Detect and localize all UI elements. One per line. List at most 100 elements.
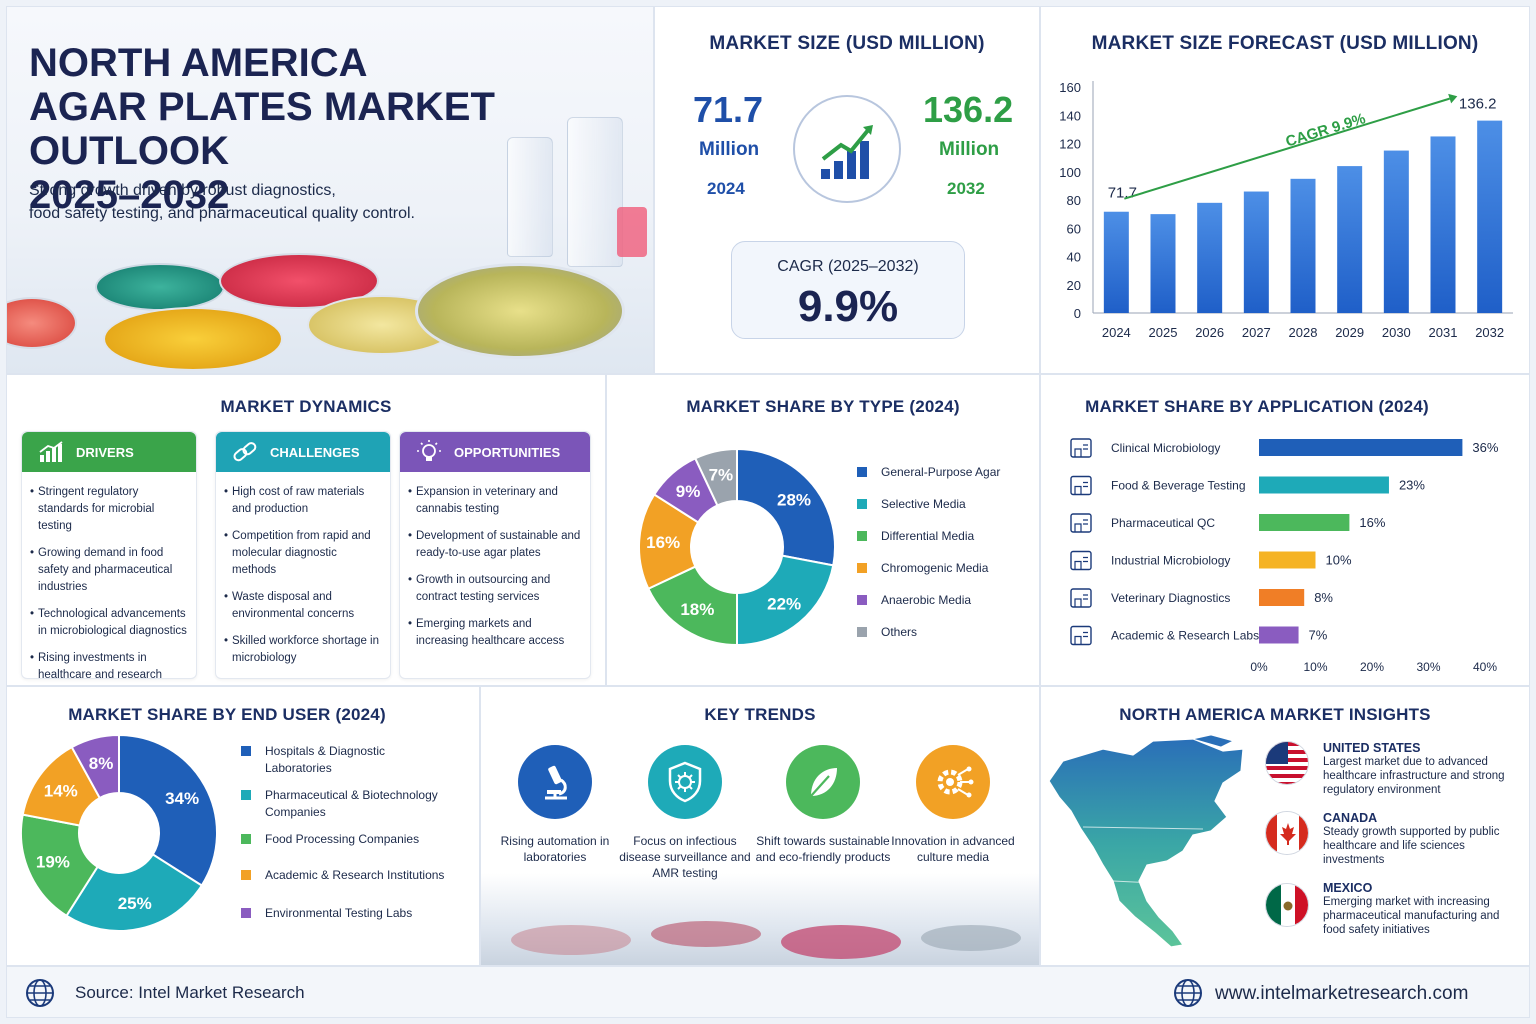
country-desc: Largest market due to advanced healthcar… xyxy=(1323,756,1505,796)
title-line: AGAR PLATES MARKET OUTLOOK xyxy=(29,85,495,173)
market-dynamics-panel: MARKET DYNAMICS DRIVERS Stringent regula… xyxy=(6,374,606,698)
key-trends-panel: KEY TRENDS Rising automation in laborato… xyxy=(480,686,1040,966)
application-bar xyxy=(1259,626,1299,644)
legend-label: Selective Media xyxy=(881,497,966,511)
legend-item: Food Processing Companies xyxy=(241,831,451,848)
list-item: Growth in outsourcing and contract testi… xyxy=(408,572,582,606)
slice-label: 34% xyxy=(165,789,199,808)
bar-value-label: 36% xyxy=(1472,440,1498,455)
y-tick-label: 20 xyxy=(1067,278,1081,293)
shield-virus-icon xyxy=(648,745,722,819)
list-item: Skilled workforce shortage in microbiolo… xyxy=(224,633,382,667)
x-tick-label: 2028 xyxy=(1289,325,1318,340)
bar-value-label: 16% xyxy=(1359,515,1385,530)
x-tick-label: 40% xyxy=(1473,660,1497,674)
list-item: High cost of raw materials and productio… xyxy=(224,484,382,518)
trend-item: Shift towards sustainable and eco-friend… xyxy=(753,745,893,865)
category-label: Veterinary Diagnostics xyxy=(1111,591,1230,605)
title-line: NORTH AMERICA xyxy=(29,41,368,85)
legend-item: Others xyxy=(857,625,917,639)
legend-item: Hospitals & Diagnostic Laboratories xyxy=(241,743,451,777)
cagr-arrow-head xyxy=(1448,93,1458,104)
paw-icon xyxy=(1070,588,1092,608)
donut-slice xyxy=(70,733,120,800)
dynamics-title: MARKET DYNAMICS xyxy=(220,397,392,416)
slice-label: 19% xyxy=(36,852,70,871)
cagr-trend-arrow xyxy=(1124,97,1450,200)
lab-bottle-image xyxy=(567,117,623,267)
cagr-annotation: CAGR 9.9% xyxy=(1284,110,1368,151)
x-tick-label: 2030 xyxy=(1382,325,1411,340)
insights-title: NORTH AMERICA MARKET INSIGHTS xyxy=(1119,705,1431,724)
legend-item: Environmental Testing Labs xyxy=(241,905,451,922)
end-user-share-panel: MARKET SHARE BY END USER (2024) 34% 25% 19… xyxy=(6,686,480,966)
donut-slice xyxy=(118,733,218,887)
insights-panel: NORTH AMERICA MARKET INSIGHTS UNI xyxy=(1040,686,1530,966)
opportunities-column: OPPORTUNITIES Expansion in veterinary an… xyxy=(399,431,591,679)
x-tick-label: 30% xyxy=(1416,660,1440,674)
challenges-header: CHALLENGES xyxy=(216,432,390,472)
application-bar xyxy=(1259,589,1305,606)
leaf-icon xyxy=(786,745,860,819)
donut-slice xyxy=(20,813,99,918)
legend-swatch xyxy=(857,499,867,509)
legend-swatch xyxy=(857,531,867,541)
pink-agar-dish-image xyxy=(7,297,77,349)
x-tick-label: 2027 xyxy=(1242,325,1271,340)
legend-item: Differential Media xyxy=(857,529,974,543)
legend-label: Chromogenic Media xyxy=(881,561,989,575)
type-donut-chart: 28% 22% 18% 16% 9% 7% xyxy=(638,447,836,647)
list-item: Development of sustainable and ready-to-… xyxy=(408,528,582,562)
forecast-bar xyxy=(1477,120,1503,314)
bar-value-label: 10% xyxy=(1326,553,1352,568)
hero-panel: NORTH AMERICA AGAR PLATES MARKET OUTLOOK… xyxy=(6,6,654,374)
legend-item: Chromogenic Media xyxy=(857,561,988,575)
drivers-label: DRIVERS xyxy=(76,444,134,460)
slice-label: 8% xyxy=(89,754,114,773)
x-tick-label: 2025 xyxy=(1149,325,1178,340)
slice-label: 22% xyxy=(767,595,801,614)
slice-label: 16% xyxy=(646,533,680,552)
country-canada: CANADA Steady growth supported by public… xyxy=(1323,811,1523,867)
x-tick-label: 2029 xyxy=(1335,325,1364,340)
y-tick-label: 160 xyxy=(1059,80,1081,95)
cagr-box: CAGR (2025–2032) 9.9% xyxy=(731,241,965,339)
website-link[interactable]: www.intelmarketresearch.com xyxy=(1215,983,1469,1004)
forecast-bar xyxy=(1337,166,1363,313)
opportunities-label: OPPORTUNITIES xyxy=(454,444,561,460)
legend-swatch xyxy=(241,834,251,844)
data-label-first: 71.7 xyxy=(1108,185,1137,202)
opportunities-list: Expansion in veterinary and cannabis tes… xyxy=(400,472,590,650)
legend-label: Differential Media xyxy=(881,529,975,543)
legend-label: Food Processing Companies xyxy=(265,832,420,846)
forecast-bar xyxy=(1290,178,1316,313)
slice-label: 9% xyxy=(676,482,701,501)
trend-item: Focus on infectious disease surveillance… xyxy=(615,745,755,881)
end-year: 2032 xyxy=(947,179,985,198)
y-tick-label: 100 xyxy=(1059,165,1081,180)
forecast-panel: MARKET SIZE FORECAST (USD MILLION) 0 20 40… xyxy=(1040,6,1530,374)
forecast-bar xyxy=(1103,211,1129,313)
opportunities-header: OPPORTUNITIES xyxy=(400,432,590,472)
forecast-bar xyxy=(1243,191,1269,313)
main-title: NORTH AMERICA AGAR PLATES MARKET OUTLOOK… xyxy=(29,41,653,217)
globe-icon xyxy=(1174,979,1202,1007)
trend-text: Focus on infectious disease surveillance… xyxy=(619,834,751,880)
legend-label: Academic & Research Institutions xyxy=(265,868,445,882)
legend-swatch xyxy=(241,746,251,756)
bar-value-label: 7% xyxy=(1309,628,1328,643)
challenges-column: CHALLENGES High cost of raw materials an… xyxy=(215,431,391,679)
y-tick-label: 0 xyxy=(1074,306,1081,321)
end-unit: Million xyxy=(939,139,1000,160)
gear-network-icon xyxy=(916,745,990,819)
start-unit: Million xyxy=(699,139,760,160)
list-item: Expansion in veterinary and cannabis tes… xyxy=(408,484,582,518)
legend-item: Pharmaceutical & Biotechnology Companies xyxy=(241,787,451,821)
country-united-states: UNITED STATES Largest market due to adva… xyxy=(1323,741,1523,797)
subtitle: Strong growth driven by robust diagnosti… xyxy=(29,179,469,225)
forecast-chart: 0 20 40 60 80 100 120 140 160 2024 2025 2026 2027 202… xyxy=(1059,80,1513,340)
application-bar xyxy=(1259,514,1350,531)
drivers-column: DRIVERS Stringent regulatory standards f… xyxy=(21,431,197,698)
forecast-bar xyxy=(1197,202,1223,313)
